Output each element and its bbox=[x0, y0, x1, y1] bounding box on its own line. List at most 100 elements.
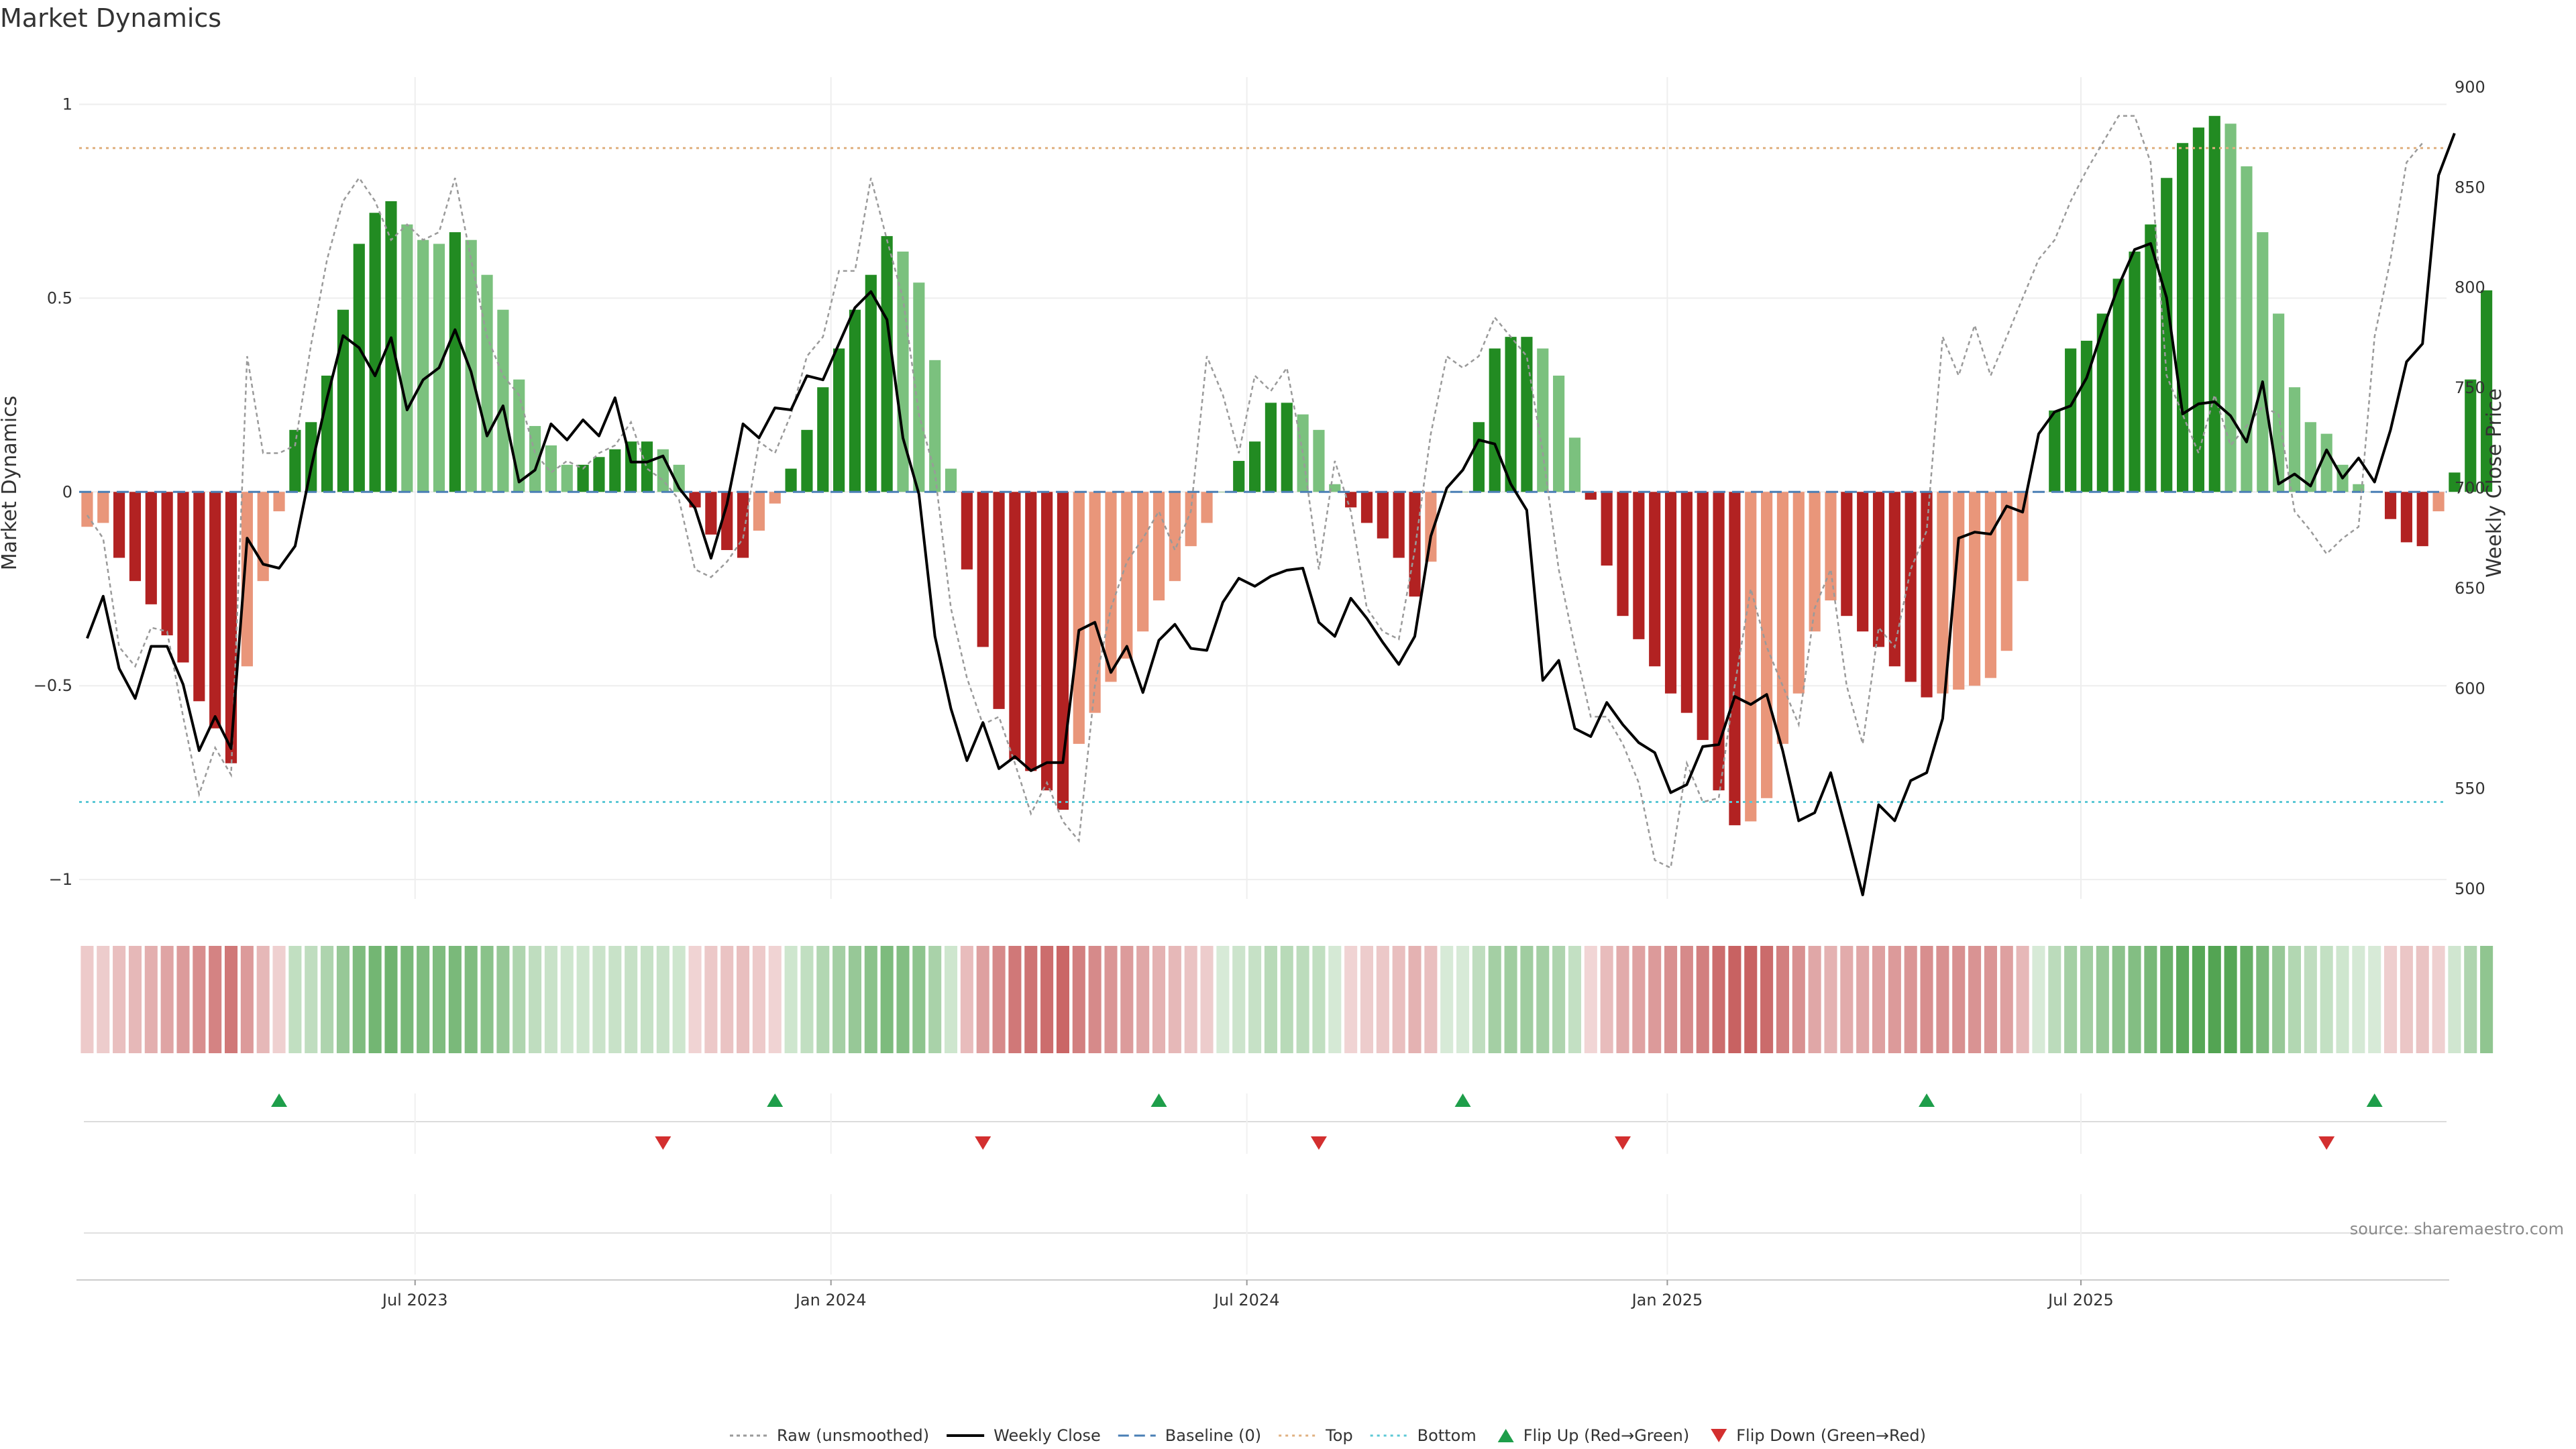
heat-cell bbox=[513, 946, 526, 1053]
dynamics-bar bbox=[1841, 492, 1853, 616]
dynamics-bar bbox=[257, 492, 269, 582]
dynamics-bar bbox=[2112, 278, 2125, 492]
heat-cell bbox=[688, 946, 702, 1053]
dynamics-bar bbox=[993, 492, 1005, 709]
dynamics-bar bbox=[385, 201, 397, 492]
raw-unsmoothed-line bbox=[86, 115, 2424, 869]
heat-cell bbox=[176, 946, 190, 1053]
heat-cell bbox=[1344, 946, 1358, 1053]
heat-cell bbox=[1568, 946, 1582, 1053]
dynamics-bar bbox=[1041, 492, 1053, 791]
flip-up-marker bbox=[271, 1093, 288, 1107]
dynamics-bar bbox=[417, 239, 429, 492]
heat-cell bbox=[1040, 946, 1054, 1053]
heat-cell bbox=[656, 946, 669, 1053]
legend-label: Flip Up (Red→Green) bbox=[1523, 1426, 1690, 1445]
heat-cell bbox=[1904, 946, 1917, 1053]
dynamics-bar bbox=[2400, 492, 2412, 543]
heat-cell bbox=[1216, 946, 1230, 1053]
heat-cell bbox=[880, 946, 894, 1053]
heat-cell bbox=[2080, 946, 2094, 1053]
heat-cell bbox=[1952, 946, 1966, 1053]
dynamics-bar bbox=[753, 492, 765, 531]
dynamics-bar bbox=[801, 429, 813, 492]
heat-cell bbox=[113, 946, 126, 1053]
dynamics-bar bbox=[977, 492, 989, 647]
source-note: source: sharemaestro.com bbox=[2350, 1220, 2564, 1238]
heat-cell bbox=[992, 946, 1006, 1053]
heat-cell bbox=[1936, 946, 1949, 1053]
dynamics-bar bbox=[1568, 437, 1581, 492]
heat-cell bbox=[1264, 946, 1277, 1053]
dynamics-bar bbox=[449, 232, 461, 492]
dynamics-bars bbox=[81, 115, 2493, 826]
dynamics-bar bbox=[2176, 143, 2189, 492]
dynamics-bar bbox=[481, 274, 493, 492]
dynamics-bar bbox=[2145, 224, 2157, 492]
y-left-tick-label: 0.5 bbox=[47, 288, 72, 307]
dynamics-bar bbox=[1984, 492, 1997, 678]
dynamics-bar bbox=[1969, 492, 1981, 686]
dynamics-bar bbox=[177, 492, 189, 663]
heat-cell bbox=[529, 946, 542, 1053]
heat-cell bbox=[97, 946, 110, 1053]
dynamics-bar bbox=[913, 282, 925, 492]
dynamics-bar bbox=[513, 379, 525, 492]
heat-cell bbox=[80, 946, 94, 1053]
dynamics-bar bbox=[465, 239, 477, 492]
heat-cell bbox=[1024, 946, 1038, 1053]
dynamics-bar bbox=[1105, 492, 1117, 682]
heat-cell bbox=[2096, 946, 2109, 1053]
heat-cell bbox=[2432, 946, 2445, 1053]
dynamics-bar bbox=[1680, 492, 1693, 713]
legend-item: Top bbox=[1279, 1426, 1353, 1445]
dynamics-bar bbox=[1713, 492, 1725, 791]
dynamics-bar bbox=[2241, 166, 2253, 492]
dynamics-bar bbox=[577, 464, 589, 492]
heat-cell bbox=[1456, 946, 1470, 1053]
heat-cell bbox=[1616, 946, 1629, 1053]
heat-cell bbox=[1232, 946, 1246, 1053]
heat-cell bbox=[2320, 946, 2333, 1053]
flip-up-marker bbox=[1150, 1093, 1167, 1107]
heat-cell bbox=[752, 946, 765, 1053]
heat-cell bbox=[321, 946, 334, 1053]
dynamics-bar bbox=[2192, 127, 2204, 492]
legend-label: Weekly Close bbox=[994, 1426, 1101, 1445]
heat-cell bbox=[336, 946, 350, 1053]
heat-cell bbox=[1200, 946, 1214, 1053]
heat-cell bbox=[2224, 946, 2237, 1053]
flip-down-marker bbox=[975, 1136, 991, 1150]
dynamics-bar bbox=[369, 213, 381, 492]
dynamics-bar bbox=[1265, 402, 1277, 492]
heat-cell bbox=[1136, 946, 1150, 1053]
flip-markers bbox=[84, 1093, 2447, 1275]
flip-up-marker bbox=[1454, 1093, 1471, 1107]
dynamics-bar bbox=[2208, 115, 2220, 492]
flip-up-marker bbox=[1919, 1093, 1935, 1107]
dynamics-bar bbox=[817, 387, 829, 492]
flip-down-marker bbox=[655, 1136, 672, 1150]
dynamics-bar bbox=[1121, 492, 1133, 659]
legend-item: Flip Up (Red→Green) bbox=[1497, 1426, 1690, 1445]
y-right-tick-label: 600 bbox=[2455, 679, 2485, 698]
heat-cell bbox=[2240, 946, 2253, 1053]
heat-cell bbox=[2352, 946, 2365, 1053]
dynamics-bar bbox=[1921, 492, 1933, 698]
dynamics-bar bbox=[1073, 492, 1085, 744]
dynamics-bar bbox=[1393, 492, 1405, 558]
heat-cell bbox=[1808, 946, 1821, 1053]
dynamics-bar bbox=[609, 449, 621, 492]
heat-cell bbox=[576, 946, 590, 1053]
heat-cell bbox=[1648, 946, 1662, 1053]
legend-item: Bottom bbox=[1370, 1426, 1477, 1445]
heat-cell bbox=[2208, 946, 2221, 1053]
heat-cell bbox=[896, 946, 910, 1053]
legend-item: Weekly Close bbox=[947, 1426, 1101, 1445]
heat-cell bbox=[1184, 946, 1197, 1053]
dynamics-bar bbox=[1953, 492, 1965, 690]
heat-cell bbox=[1376, 946, 1389, 1053]
dynamics-bar bbox=[2416, 492, 2428, 547]
heat-cell bbox=[1744, 946, 1758, 1053]
dynamics-bar bbox=[1505, 337, 1517, 492]
